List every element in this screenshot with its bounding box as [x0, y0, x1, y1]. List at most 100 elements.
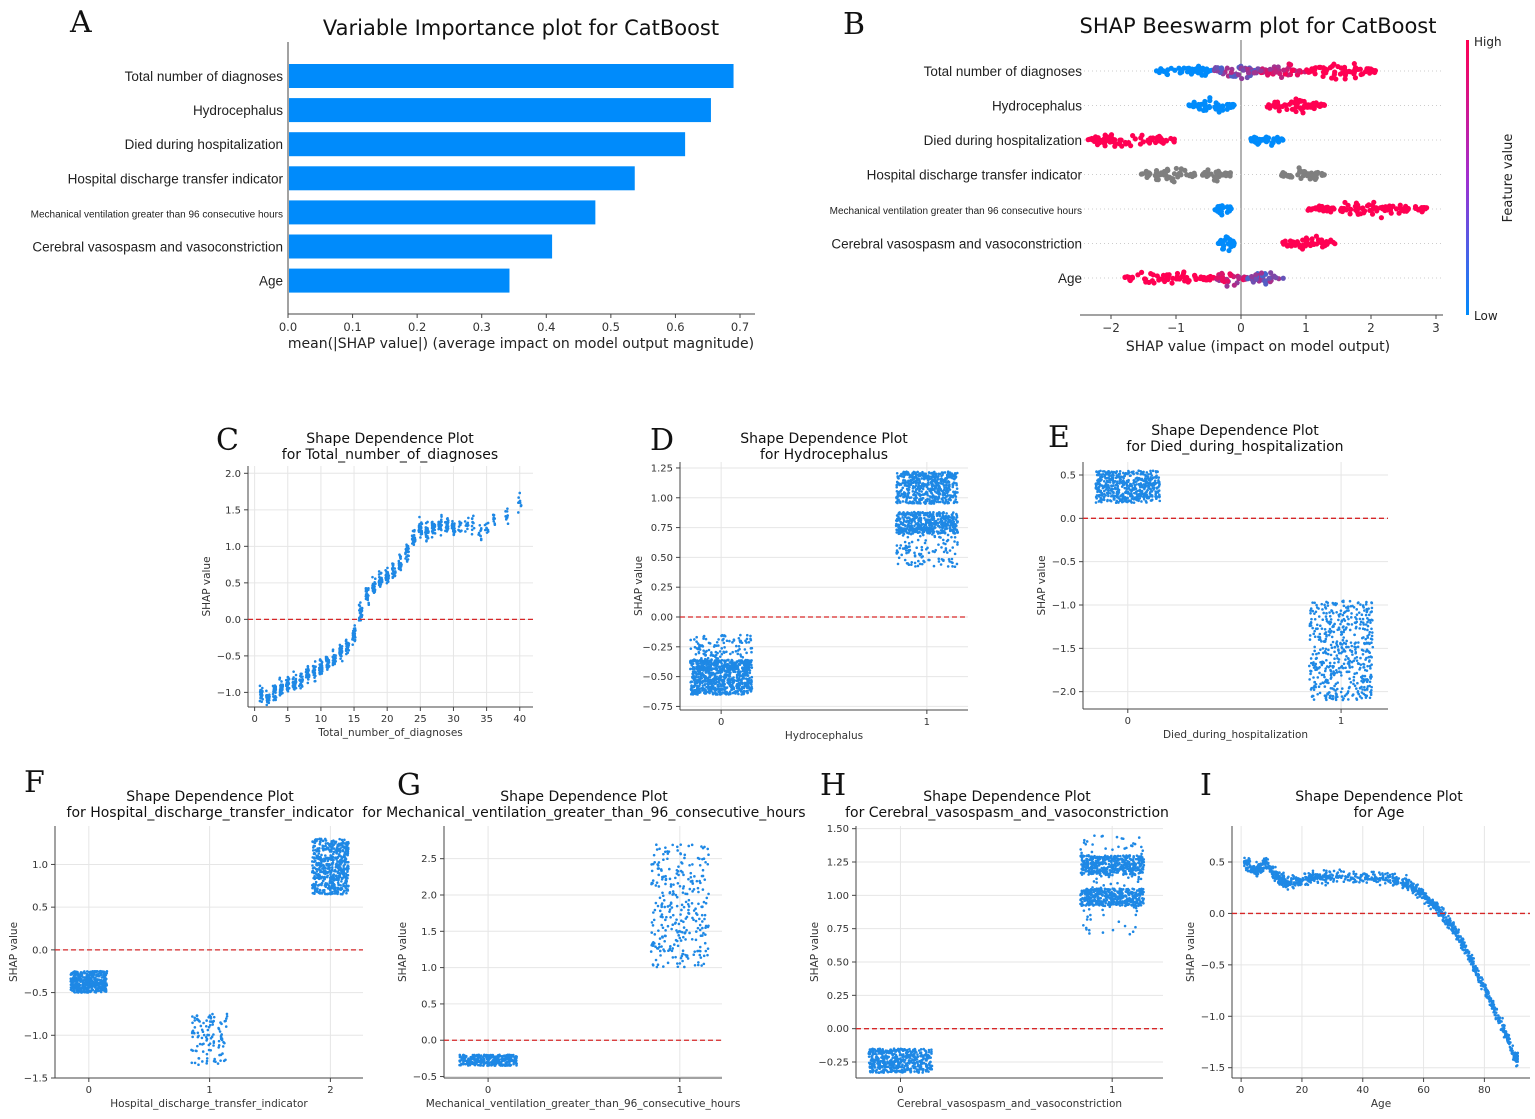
data-point [1120, 499, 1124, 503]
x-axis-label: SHAP value (impact on model output) [1126, 339, 1390, 355]
data-point [719, 660, 723, 663]
data-point [1324, 647, 1328, 651]
data-point [725, 686, 728, 690]
data-point [1126, 492, 1130, 495]
beeswarm-point [1364, 203, 1371, 209]
data-point [902, 495, 905, 499]
beeswarm-point [1214, 275, 1221, 281]
data-point [936, 522, 940, 525]
data-point [1316, 676, 1320, 679]
data-point [1143, 485, 1147, 489]
data-point [517, 511, 520, 514]
data-point [744, 639, 747, 643]
data-point [722, 641, 726, 645]
data-point [910, 496, 913, 499]
beeswarm-point [1267, 66, 1273, 72]
data-point [729, 664, 733, 668]
data-point [1352, 675, 1356, 679]
beeswarm-point [1236, 275, 1242, 282]
data-point [730, 660, 733, 664]
beeswarm-point [1345, 202, 1351, 208]
data-point [897, 519, 901, 522]
data-point [1112, 484, 1115, 487]
data-point [953, 535, 957, 539]
data-point [950, 472, 954, 476]
data-point [437, 527, 440, 531]
data-point [704, 668, 708, 672]
data-point [1369, 667, 1372, 670]
data-point [911, 514, 915, 518]
chart-title-line: for Died_during_hospitalization [1126, 439, 1343, 455]
beeswarm-point [1256, 136, 1263, 142]
data-point [260, 692, 263, 695]
data-point [914, 514, 918, 517]
data-point [354, 628, 357, 632]
data-point [1317, 685, 1321, 689]
data-point [914, 481, 918, 485]
feature-label: Total number of diagnoses [924, 64, 1083, 79]
data-point [953, 540, 956, 543]
bar-3 [289, 166, 635, 191]
data-point [741, 682, 744, 686]
beeswarm-point [1164, 166, 1171, 172]
data-point [1124, 471, 1128, 475]
data-point [939, 500, 942, 504]
data-point [1337, 667, 1341, 670]
beeswarm-point [1321, 68, 1327, 74]
data-point [689, 667, 692, 671]
data-point [950, 557, 954, 561]
beeswarm-point [1149, 278, 1155, 284]
data-point [707, 666, 711, 669]
data-point [691, 662, 695, 666]
data-point [470, 517, 474, 520]
data-point [952, 490, 955, 494]
x-tick-label: 0.0 [279, 320, 297, 334]
data-point [452, 523, 456, 527]
beeswarm-point [1235, 72, 1242, 78]
data-point [1313, 629, 1316, 633]
data-point [1115, 480, 1119, 483]
data-point [1335, 640, 1339, 643]
data-point [1320, 673, 1324, 677]
bar-1 [289, 98, 711, 123]
data-point [365, 592, 368, 596]
data-point [947, 558, 951, 561]
data-point [1323, 603, 1326, 607]
data-point [940, 557, 944, 561]
beeswarm-point [1271, 136, 1277, 142]
data-point [707, 685, 710, 688]
data-point [917, 526, 921, 530]
data-point [437, 520, 441, 524]
data-point [287, 677, 291, 680]
data-point [953, 493, 957, 497]
beeswarm-point [1171, 171, 1178, 177]
data-point [895, 528, 898, 532]
data-point [715, 656, 718, 660]
data-point [938, 535, 941, 539]
data-point [373, 577, 377, 581]
data-point [909, 528, 913, 532]
data-point [900, 488, 903, 492]
data-point [954, 498, 958, 501]
beeswarm-point [1128, 143, 1134, 149]
data-point [722, 666, 726, 670]
data-point [924, 539, 928, 542]
data-point [371, 585, 375, 589]
beeswarm-point [1309, 236, 1315, 242]
beeswarm-point [1141, 276, 1148, 282]
colorbar-low-label: Low [1474, 309, 1498, 323]
data-point [916, 538, 920, 542]
data-point [278, 693, 282, 697]
data-point [707, 689, 711, 693]
data-point [912, 470, 916, 474]
data-point [492, 513, 496, 517]
x-tick-label: 20 [381, 714, 394, 725]
data-point [1156, 491, 1160, 494]
data-point [1149, 471, 1153, 475]
data-point [478, 523, 482, 527]
data-point [941, 498, 945, 502]
beeswarm-point [1310, 100, 1317, 106]
data-point [351, 643, 355, 646]
data-point [723, 675, 727, 678]
data-point [951, 483, 955, 487]
